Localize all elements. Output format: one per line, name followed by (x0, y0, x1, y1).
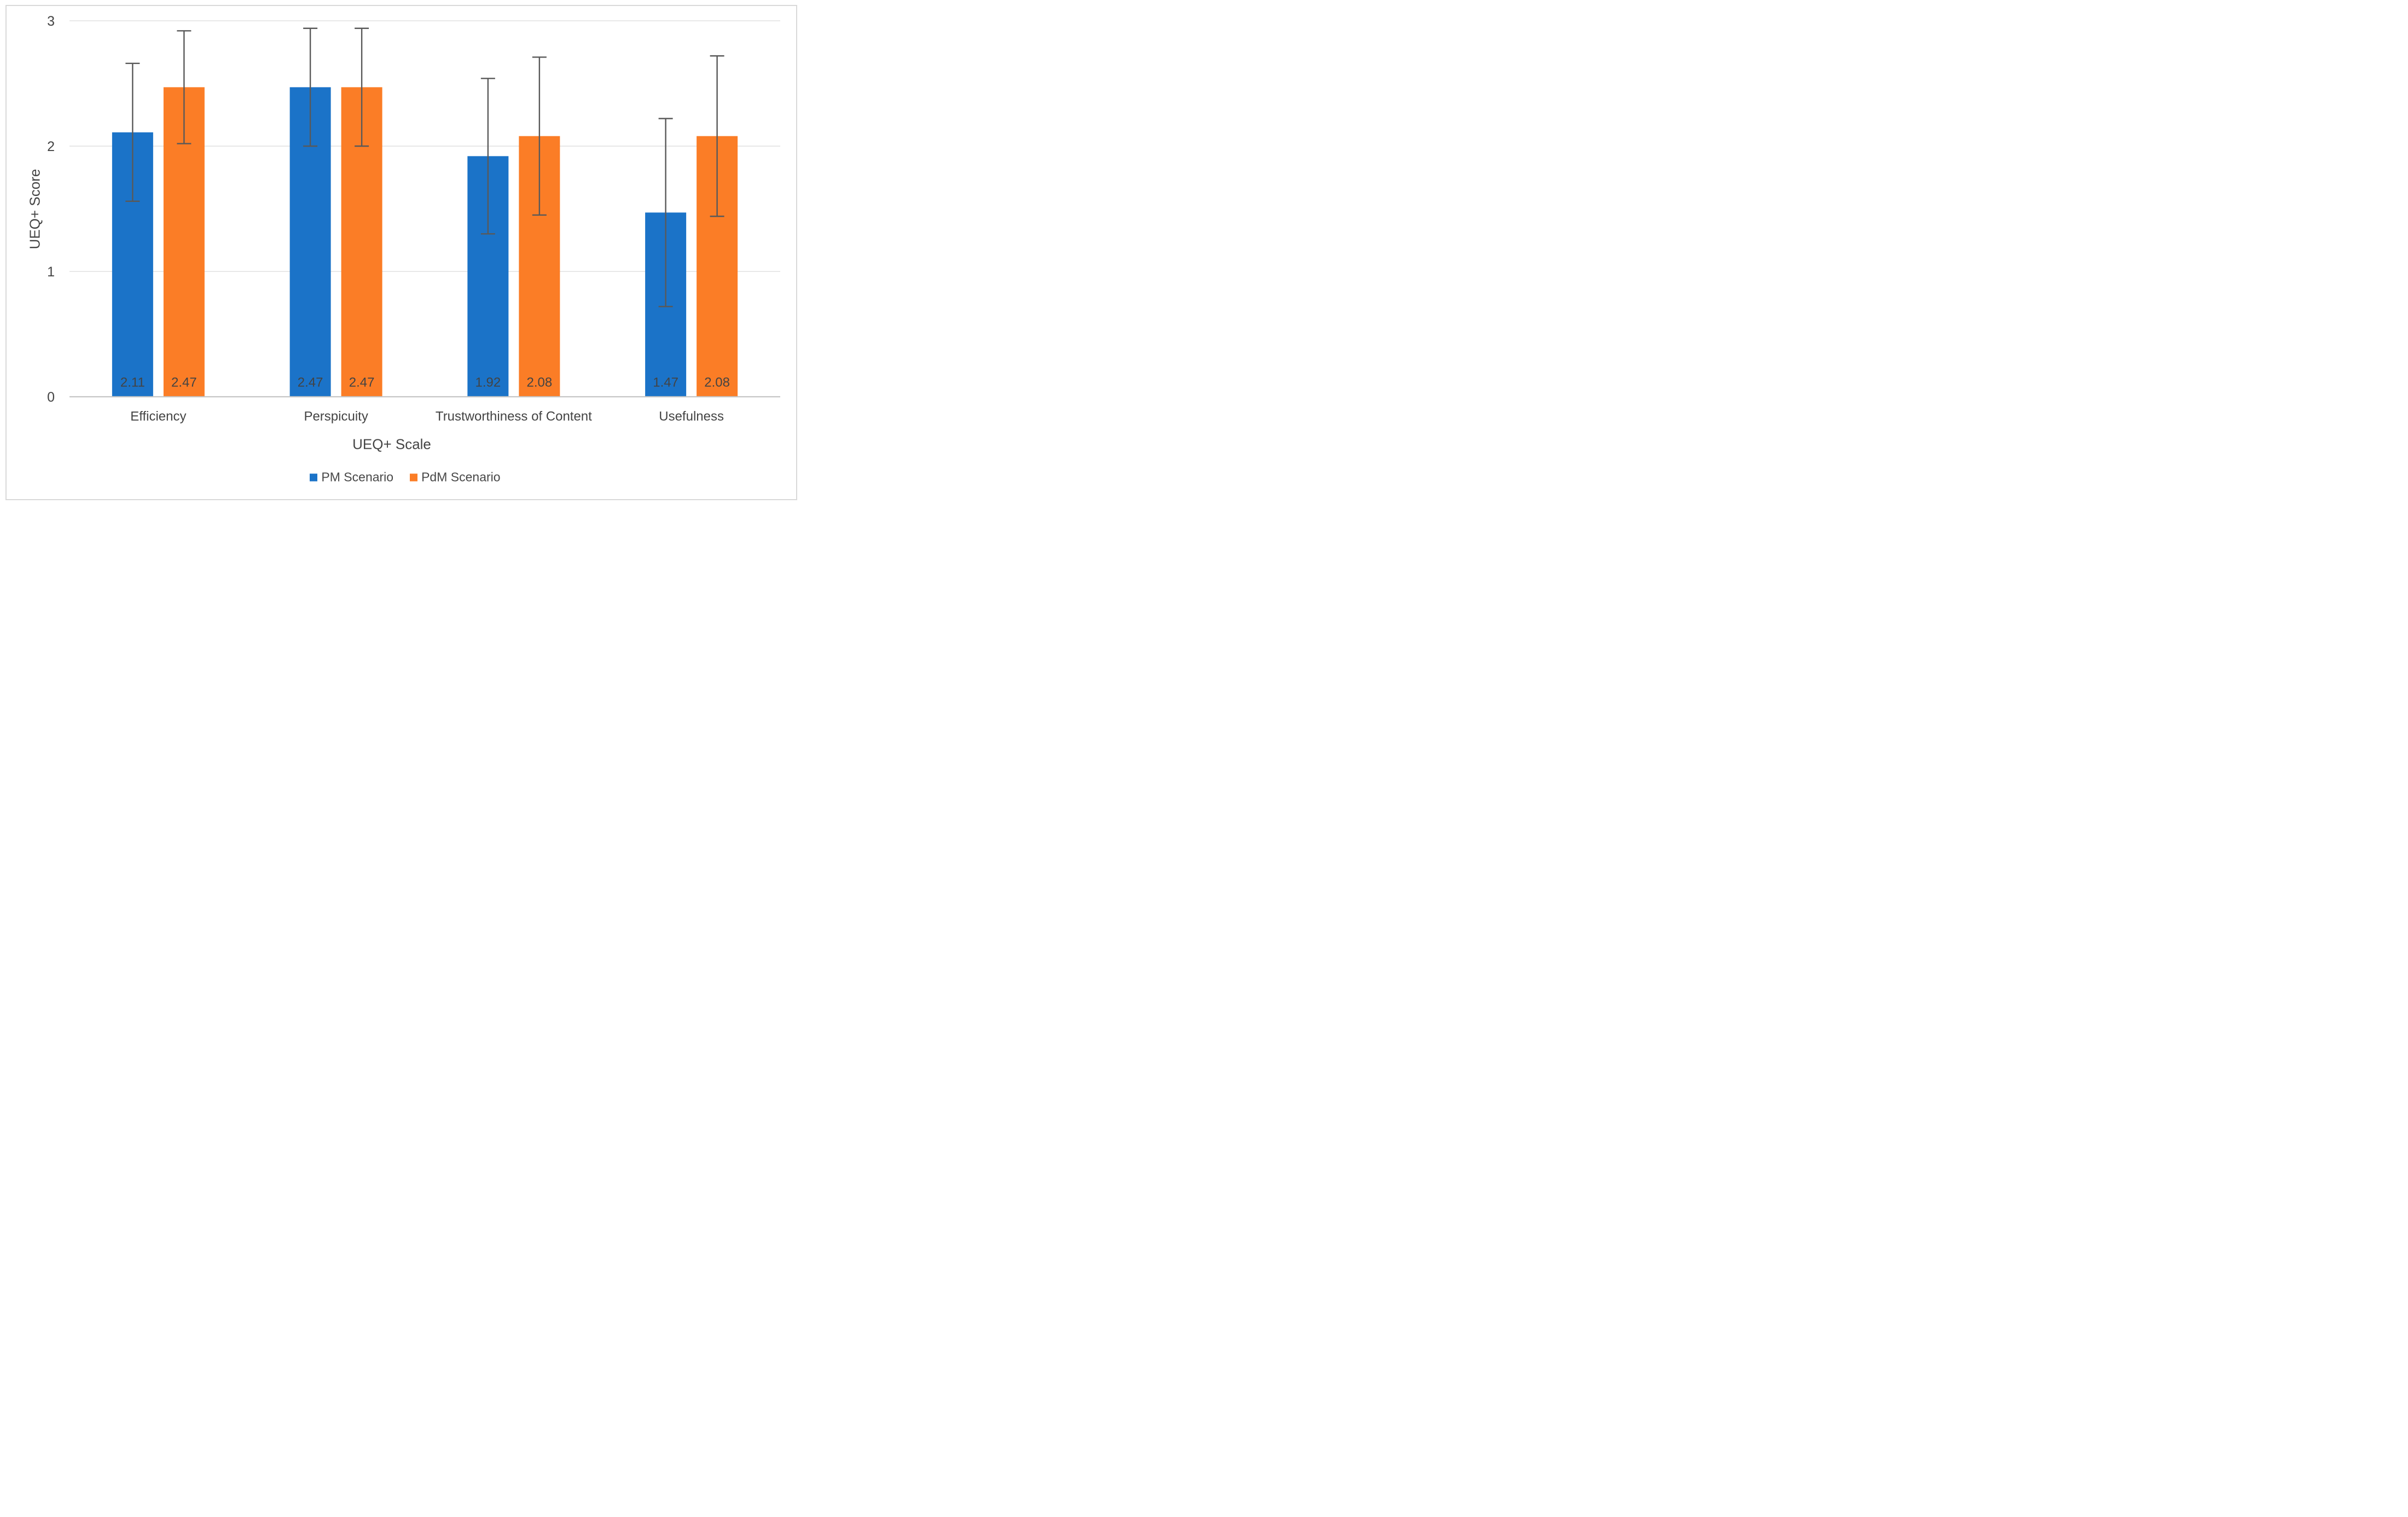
data-label-pm-0: 2.11 (120, 375, 145, 390)
y-tick-label-2: 2 (47, 139, 55, 154)
data-label-pm-3: 1.47 (653, 375, 678, 390)
legend-item-pdm-scenario: PdM Scenario (410, 470, 501, 485)
data-label-pm-2: 1.92 (475, 375, 501, 390)
legend-label-pm: PM Scenario (321, 470, 394, 484)
legend: PM Scenario PdM Scenario (4, 470, 806, 485)
data-label-pm-1: 2.47 (298, 375, 323, 390)
legend-label-pdm: PdM Scenario (421, 470, 501, 484)
y-tick-label-0: 0 (47, 390, 55, 405)
y-tick-label-3: 3 (47, 14, 55, 29)
y-axis-title: UEQ+ Score (26, 169, 43, 250)
category-label-3: Usefulness (659, 409, 724, 424)
category-label-2: Trustworthiness of Content (436, 409, 592, 424)
x-axis-title: UEQ+ Scale (352, 436, 431, 453)
y-tick-label-1: 1 (47, 264, 55, 280)
legend-swatch-pm (310, 473, 318, 481)
data-label-pdm-3: 2.08 (704, 375, 730, 390)
data-label-pdm-2: 2.08 (527, 375, 553, 390)
bar-chart: 0 1 2 3 Efficiency Perspicuity Trustworthiness… (47, 14, 780, 424)
category-label-0: Efficiency (130, 409, 186, 424)
data-label-pdm-0: 2.47 (171, 375, 197, 390)
data-label-pdm-1: 2.47 (349, 375, 375, 390)
category-label-1: Perspicuity (304, 409, 368, 424)
legend-swatch-pdm (410, 473, 418, 481)
legend-item-pm-scenario: PM Scenario (310, 470, 393, 485)
